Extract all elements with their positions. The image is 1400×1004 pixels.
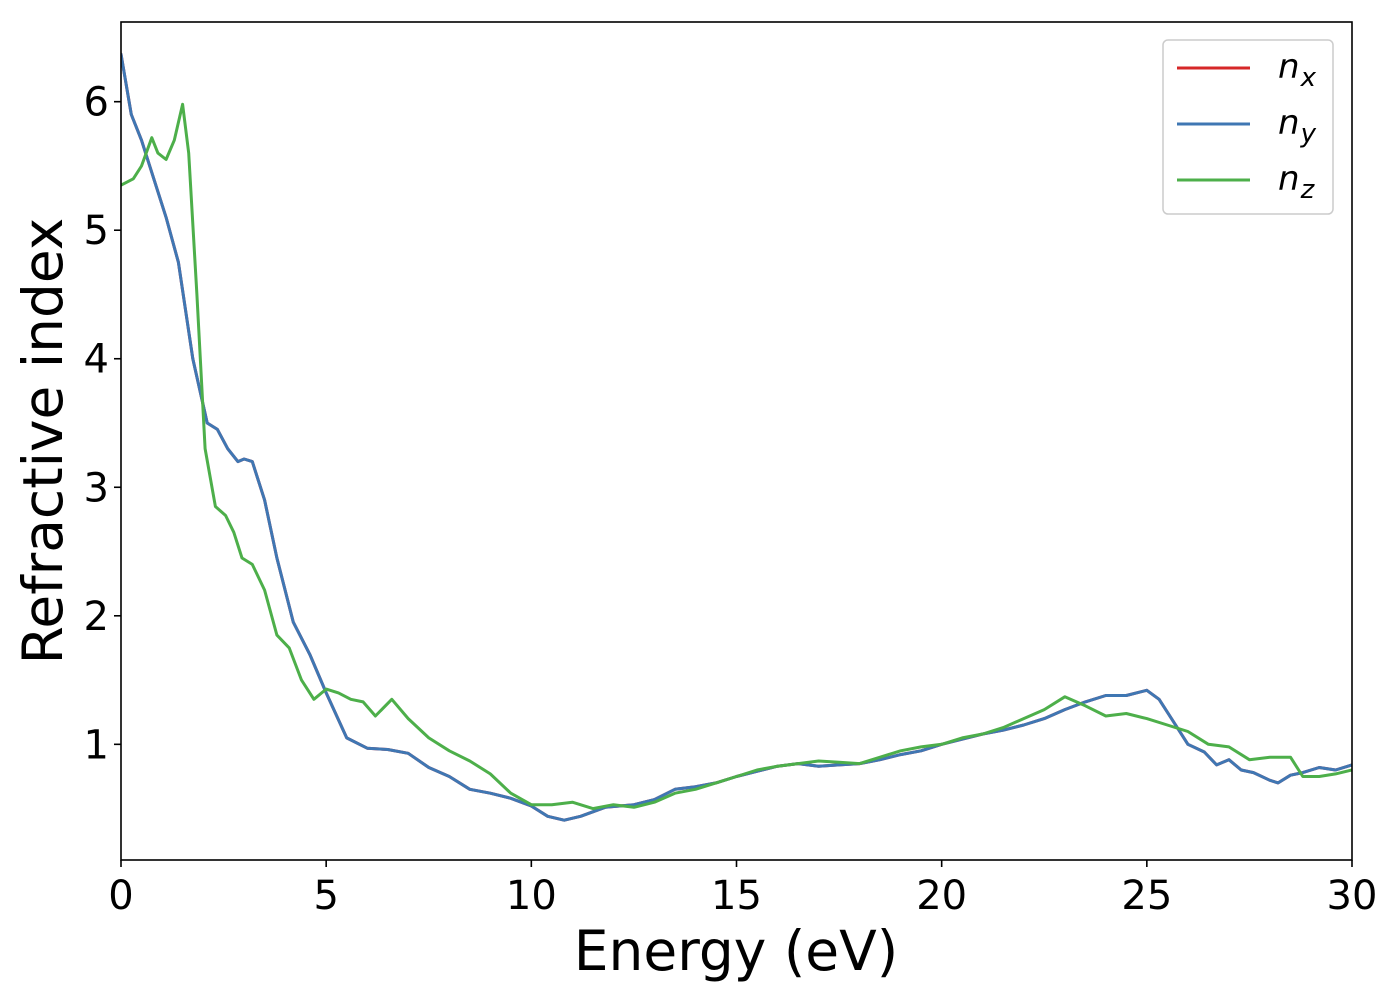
y-tick-label: 4 [84,337,109,383]
x-tick-label: 0 [108,873,133,919]
x-tick-label: 10 [506,873,557,919]
y-tick-label: 2 [84,594,109,640]
y-tick-label: 3 [84,465,109,511]
x-tick-label: 30 [1327,873,1378,919]
x-tick-label: 5 [313,873,338,919]
x-tick-label: 20 [916,873,967,919]
x-axis-ticks: 0 5 10 15 20 25 30 [108,860,1377,919]
y-axis-ticks: 1 2 3 4 5 6 [84,80,121,768]
y-tick-label: 1 [84,722,109,768]
x-tick-label: 25 [1121,873,1172,919]
x-tick-label: 15 [711,873,762,919]
legend-box [1162,39,1334,215]
x-axis-title: Energy (eV) [574,919,898,983]
y-tick-label: 5 [84,208,109,254]
y-axis-title: Refractive index [11,218,75,665]
series-layer [121,52,1352,822]
y-tick-label: 6 [84,80,109,126]
series-line-z [121,102,1352,811]
